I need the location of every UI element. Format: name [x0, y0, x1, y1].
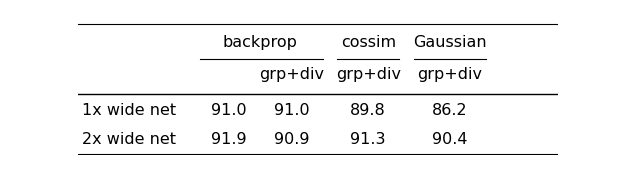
- Text: grp+div: grp+div: [259, 67, 324, 82]
- Text: 91.9: 91.9: [211, 132, 247, 147]
- Text: 91.3: 91.3: [350, 132, 386, 147]
- Text: grp+div: grp+div: [335, 67, 401, 82]
- Text: 89.8: 89.8: [350, 103, 386, 118]
- Text: 90.9: 90.9: [273, 132, 309, 147]
- Text: 91.0: 91.0: [211, 103, 247, 118]
- Text: 1x wide net: 1x wide net: [82, 103, 177, 118]
- Text: 2x wide net: 2x wide net: [82, 132, 176, 147]
- Text: cossim: cossim: [340, 35, 396, 50]
- Text: backprop: backprop: [223, 35, 298, 50]
- Text: grp+div: grp+div: [417, 67, 482, 82]
- Text: 90.4: 90.4: [432, 132, 467, 147]
- Text: 86.2: 86.2: [432, 103, 467, 118]
- Text: Gaussian: Gaussian: [413, 35, 487, 50]
- Text: 91.0: 91.0: [273, 103, 309, 118]
